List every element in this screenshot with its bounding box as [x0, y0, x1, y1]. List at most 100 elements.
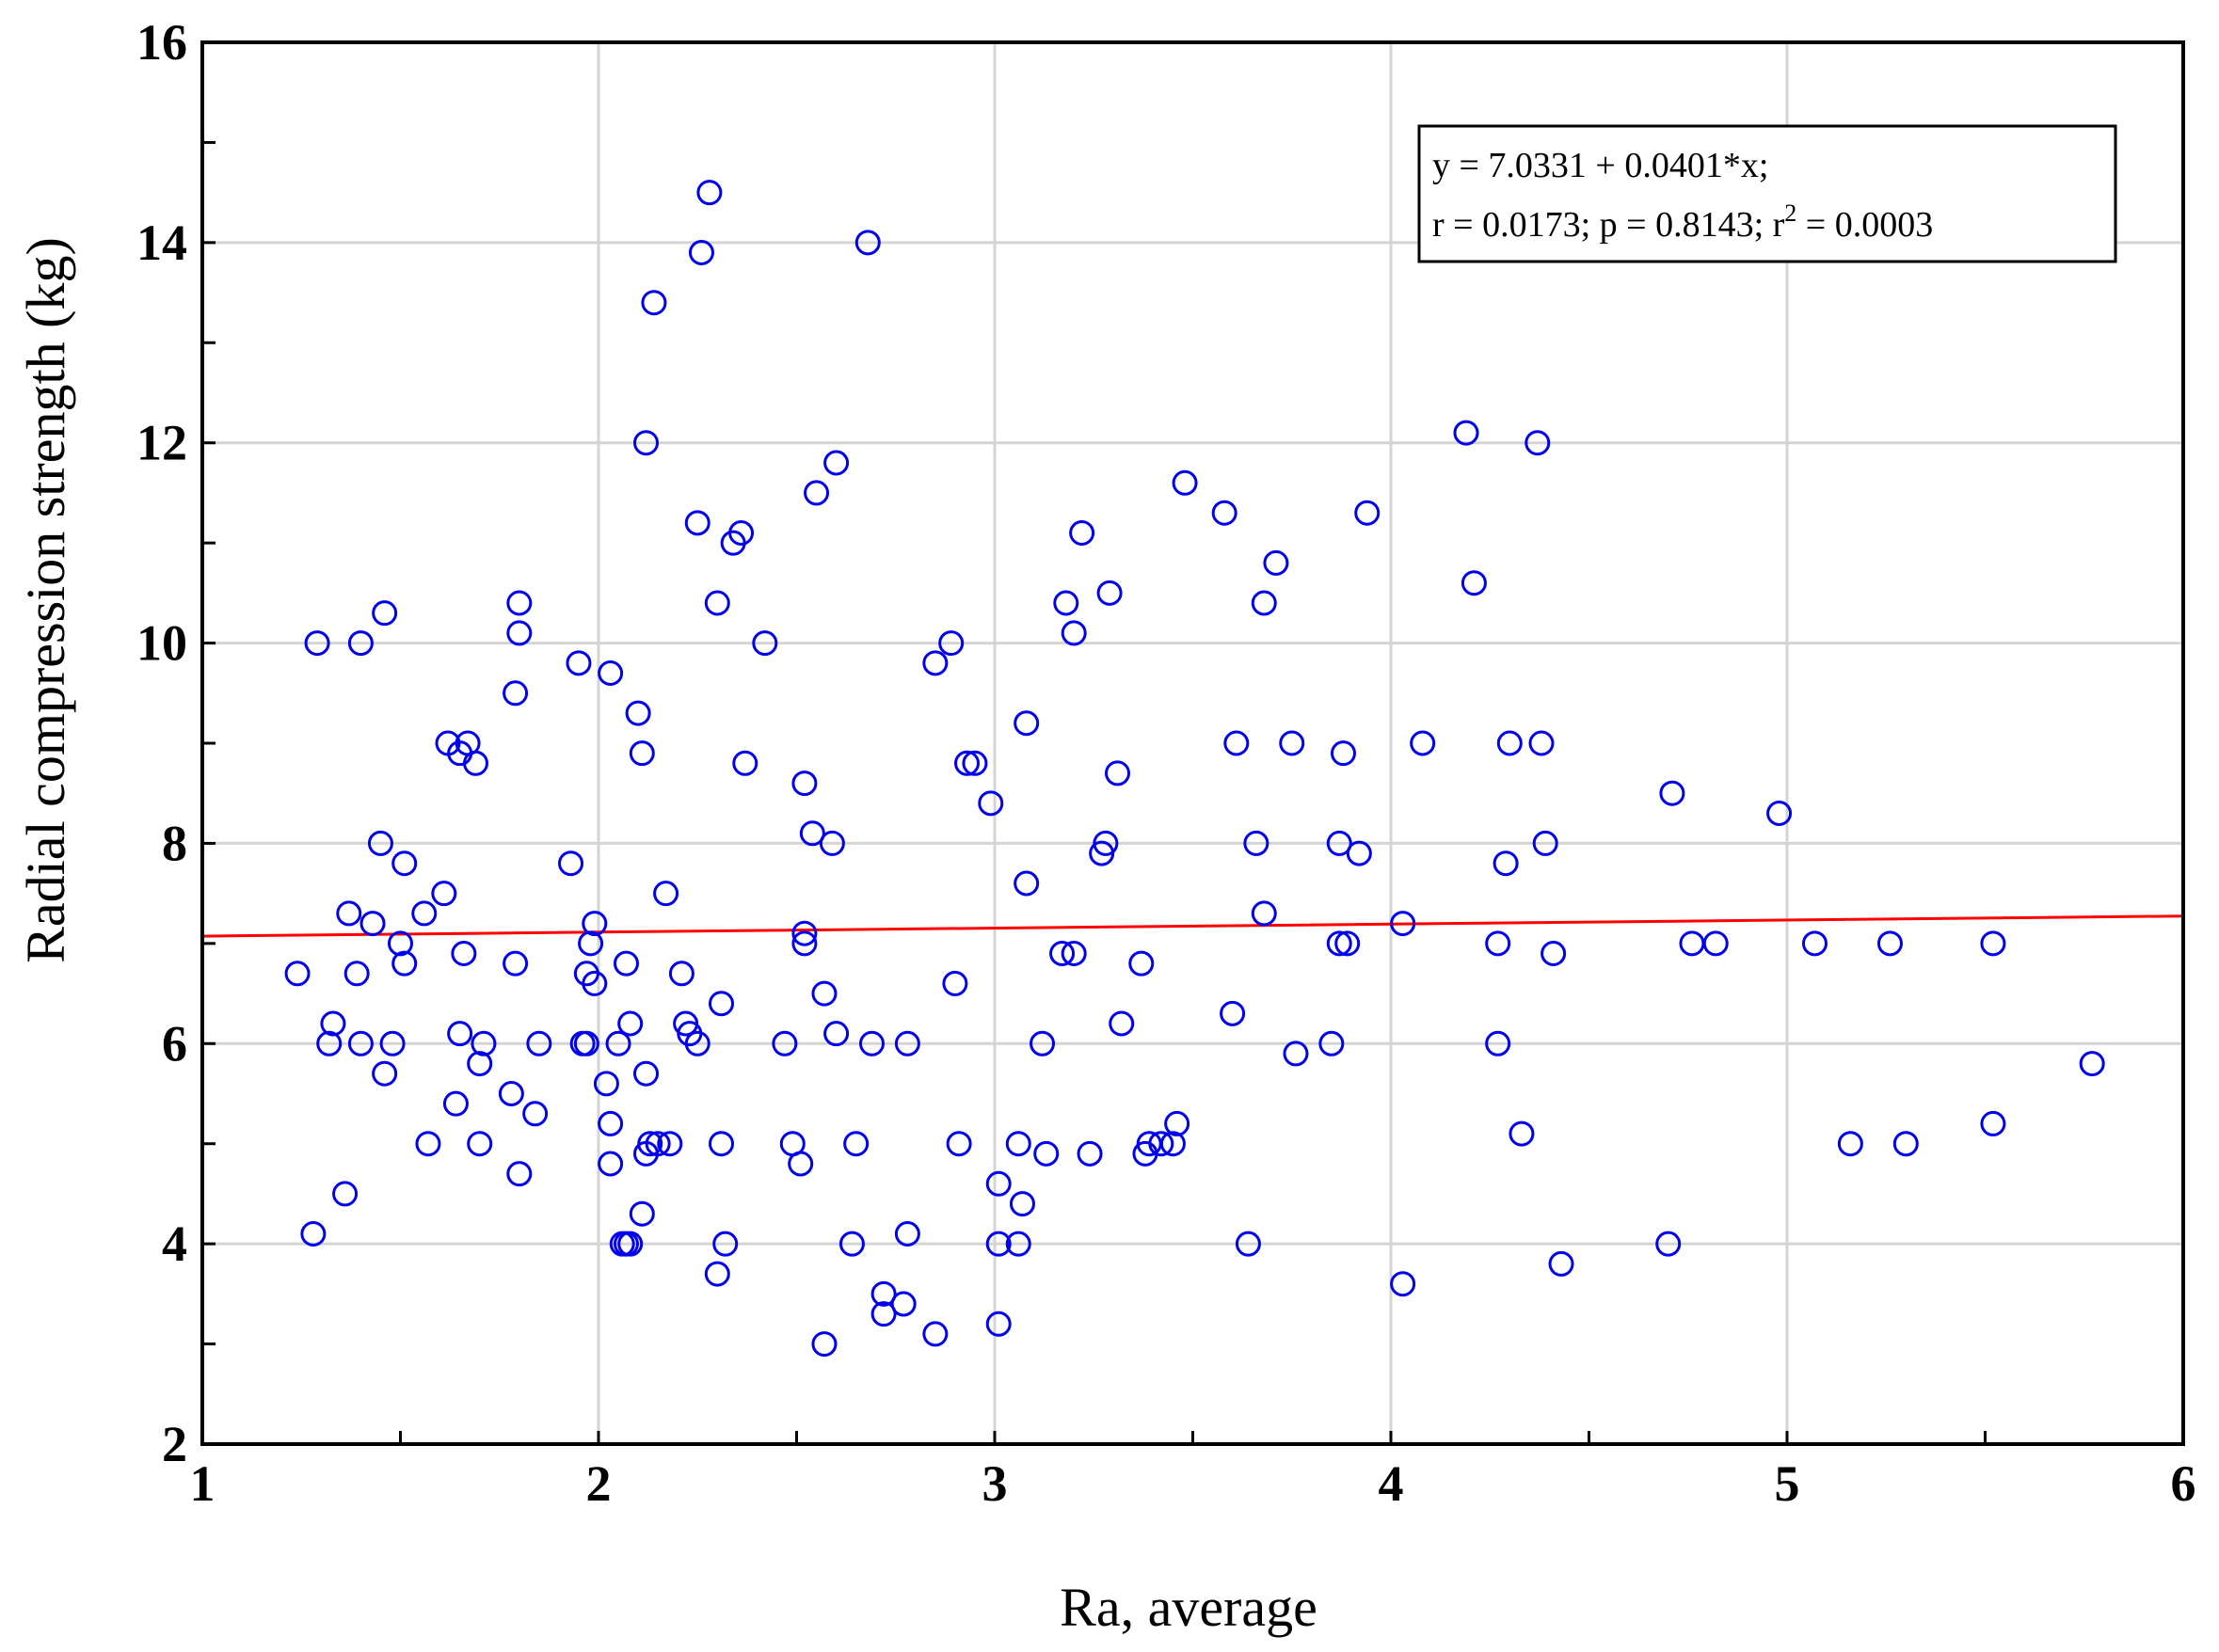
- data-point: [336, 900, 362, 927]
- data-point: [593, 1071, 619, 1097]
- annotation-stats-sup: 2: [1784, 199, 1796, 227]
- data-point: [870, 1280, 897, 1307]
- data-point: [1061, 941, 1087, 966]
- x-tick-label: 4: [1379, 1455, 1404, 1512]
- data-point: [462, 750, 488, 776]
- data-point: [506, 1161, 533, 1187]
- data-point: [1159, 1131, 1186, 1157]
- data-point: [506, 590, 533, 616]
- data-point: [1837, 1131, 1863, 1157]
- data-point: [657, 1131, 683, 1157]
- annotation-stats: r = 0.0173; p = 0.8143; r2 = 0.0003: [1432, 199, 1933, 245]
- data-point: [300, 1221, 327, 1247]
- data-point: [526, 1030, 552, 1056]
- data-point: [870, 1301, 897, 1327]
- data-point: [625, 700, 651, 726]
- data-point: [799, 820, 825, 847]
- data-point: [1220, 1000, 1246, 1026]
- data-point: [617, 1010, 644, 1037]
- regression-line: [201, 914, 2184, 938]
- data-point: [598, 1151, 624, 1177]
- data-point: [1251, 900, 1277, 927]
- data-point: [411, 900, 438, 927]
- data-point: [447, 1021, 473, 1047]
- data-point: [1410, 730, 1436, 756]
- data-point: [1263, 549, 1289, 576]
- data-point: [1128, 950, 1155, 977]
- data-point: [696, 180, 723, 206]
- data-point: [1223, 730, 1250, 756]
- data-point: [978, 790, 1004, 817]
- data-point: [1326, 930, 1352, 957]
- data-point: [712, 1231, 739, 1257]
- data-point: [1659, 780, 1685, 806]
- data-point: [709, 991, 735, 1017]
- data-points: [284, 180, 2105, 1358]
- data-point: [894, 1030, 920, 1056]
- data-point: [1509, 1120, 1535, 1147]
- data-point: [823, 1021, 850, 1047]
- data-point: [688, 240, 714, 265]
- data-point: [954, 750, 981, 776]
- data-point: [471, 1030, 497, 1056]
- data-point: [578, 930, 604, 957]
- data-point: [573, 1030, 599, 1056]
- x-axis-label: Ra, average: [1060, 1577, 1317, 1638]
- data-point: [791, 920, 818, 946]
- data-point: [938, 630, 965, 657]
- data-point: [391, 950, 418, 977]
- data-point: [804, 480, 830, 506]
- data-point: [752, 630, 778, 657]
- data-point: [372, 1060, 398, 1087]
- data-point: [791, 930, 818, 957]
- data-point: [1148, 1131, 1174, 1157]
- data-point: [629, 740, 655, 767]
- y-tick-label: 16: [136, 14, 187, 71]
- data-point: [641, 290, 667, 316]
- data-point: [284, 961, 311, 987]
- data-point: [1453, 420, 1479, 446]
- data-point: [811, 1331, 838, 1358]
- data-point: [890, 1291, 917, 1317]
- data-point: [637, 1131, 663, 1157]
- data-point: [1211, 500, 1237, 526]
- data-point: [1318, 1030, 1345, 1056]
- data-point: [1532, 830, 1558, 856]
- data-point: [442, 1090, 469, 1117]
- data-point: [503, 680, 529, 707]
- y-tick-label: 4: [162, 1215, 187, 1272]
- data-point: [503, 950, 529, 977]
- data-point: [1172, 469, 1198, 496]
- data-point: [1980, 1110, 2006, 1136]
- data-point: [316, 1030, 343, 1056]
- data-point: [985, 1170, 1012, 1197]
- regression-annotation: y = 7.0331 + 0.0401*x; r = 0.0173; p = 0…: [1417, 124, 2117, 263]
- y-tick-label: 14: [136, 214, 187, 271]
- data-point: [1235, 1231, 1261, 1257]
- data-point: [704, 1261, 730, 1287]
- data-point: [1014, 710, 1040, 737]
- data-point: [645, 1131, 671, 1157]
- data-point: [1390, 1271, 1416, 1297]
- data-point: [1243, 830, 1269, 856]
- data-point: [1679, 930, 1705, 957]
- data-point: [811, 980, 838, 1007]
- data-point: [359, 911, 386, 937]
- data-point: [684, 510, 710, 536]
- data-point: [1089, 840, 1115, 866]
- data-point: [506, 620, 533, 646]
- data-point: [1496, 730, 1523, 756]
- data-point: [467, 1051, 493, 1077]
- data-point: [367, 830, 393, 856]
- data-point: [985, 1310, 1012, 1337]
- data-point: [1069, 520, 1095, 546]
- data-point: [854, 230, 881, 256]
- data-point: [633, 1060, 660, 1087]
- data-point: [2079, 1051, 2105, 1077]
- data-point: [1077, 1140, 1103, 1167]
- data-point: [732, 750, 758, 776]
- data-point: [391, 850, 418, 877]
- data-point: [1005, 1231, 1031, 1257]
